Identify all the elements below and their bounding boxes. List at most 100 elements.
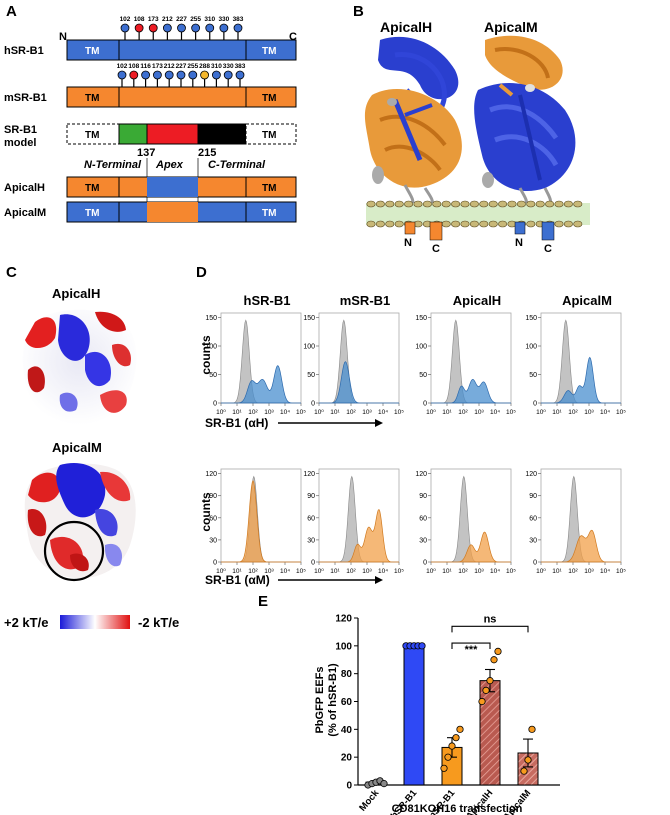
data-point (486, 677, 494, 685)
apicalm-apex (147, 202, 198, 222)
n-terminus-label: N (59, 31, 67, 43)
histogram-y-tick: 90 (307, 493, 315, 500)
bar-apicalh (479, 680, 501, 786)
glycosylation-site-label: 102 (117, 63, 128, 70)
data-point (444, 753, 452, 761)
histogram-y-tick: 100 (525, 344, 537, 351)
histogram-y-tick: 120 (415, 471, 427, 478)
histogram-x-tick: 10⁰ (426, 568, 436, 575)
histogram-x-tick: 10⁴ (490, 568, 500, 575)
data-point (478, 697, 486, 706)
row1-xlabel: SR-B1 (αH) (205, 416, 268, 430)
glycosylation-site-label: 212 (162, 16, 173, 23)
glycosylation-site-marker (148, 23, 158, 33)
glycosylation-site-label: 288 (199, 63, 210, 70)
y-axis-label: PbGFP EEFs (314, 666, 326, 733)
tm-label: TM (262, 130, 276, 141)
structure-c-label: C (432, 243, 440, 255)
glycosylation-site-label: 173 (152, 63, 163, 70)
histogram-y-tick: 90 (419, 493, 427, 500)
apicalh-tm-c (429, 221, 443, 241)
data-point (520, 767, 528, 775)
histogram-y-tick: 60 (307, 515, 315, 522)
histogram-y-tick: 150 (303, 315, 315, 322)
lipid-head (460, 220, 470, 228)
significance-bracket (451, 625, 529, 633)
histogram-x-tick: 10⁵ (506, 409, 516, 416)
apicalh-apex (147, 177, 198, 197)
histogram-x-tick: 10⁵ (616, 568, 626, 575)
lipid-head (554, 200, 564, 208)
glycosylation-site-label: 330 (223, 63, 234, 70)
glycosylation-site-marker (164, 70, 174, 80)
glycosylation-site-label: 383 (233, 16, 244, 23)
histogram-x-tick: 10⁵ (296, 568, 306, 575)
histogram-y-tick: 30 (307, 537, 315, 544)
histogram-y-tick: 150 (415, 315, 427, 322)
hsr-b1-bar (66, 39, 297, 61)
glycosylation-site-marker (205, 23, 215, 33)
histogram-y-tick: 0 (423, 401, 427, 408)
glycosylation-site-marker (117, 70, 127, 80)
panel-b: ApicalH ApicalM (364, 19, 590, 255)
lipid-head (563, 200, 573, 208)
data-point (524, 756, 532, 764)
histogram-x-tick: 10¹ (442, 568, 452, 575)
panel-label-d: D (196, 264, 207, 281)
histogram-y-tick: 0 (213, 560, 217, 567)
glycosylation-site-marker (120, 23, 130, 33)
glycosylation-site-label: 108 (128, 63, 139, 70)
glycosylation-site-marker (141, 70, 151, 80)
histogram-x-tick: 10² (346, 568, 356, 575)
histogram-title: mSR-B1 (340, 293, 391, 308)
data-point (452, 734, 460, 742)
histogram-y-tick: 120 (205, 471, 217, 478)
tm-label: TM (262, 183, 276, 194)
histogram-x-tick: 10¹ (552, 568, 562, 575)
tm-label: TM (85, 208, 99, 219)
model-tm-right (245, 123, 297, 145)
lipid-head (460, 200, 470, 208)
histogram-x-tick: 10³ (584, 409, 594, 416)
histogram-x-tick: 10² (346, 409, 356, 416)
lipid-head (488, 220, 498, 228)
histogram-x-tick: 10² (458, 409, 468, 416)
tm-label: TM (262, 93, 276, 104)
panel-label-a: A (6, 3, 17, 20)
panel-c: ApicalH ApicalM +2 kT/e (4, 286, 179, 630)
panel-e-bar-chart: 0 20 40 60 80 100 120 PbGFP EEFs (% of hSR-B1) Mo… (314, 613, 560, 815)
apicalm-tm-c (541, 221, 555, 241)
tm-label: TM (85, 93, 99, 104)
tm-label: TM (262, 46, 276, 57)
apicalm-tm-n (514, 221, 526, 235)
histogram-y-tick: 0 (311, 560, 315, 567)
histogram-title: ApicalM (562, 293, 612, 308)
structure-title-apicalh: ApicalH (380, 19, 432, 35)
histogram-x-tick: 10¹ (552, 409, 562, 416)
region-c-terminal: C-Terminal (208, 159, 266, 171)
histogram-x-tick: 10¹ (330, 568, 340, 575)
glycosylation-site-label: 212 (164, 63, 175, 70)
lipid-head (469, 200, 479, 208)
histogram-x-tick: 10² (568, 568, 578, 575)
lipid-head (573, 220, 583, 228)
histogram-y-tick: 60 (529, 515, 537, 522)
y-tick-label: 60 (341, 697, 353, 708)
lipid-head (479, 220, 489, 228)
histogram-y-tick: 90 (209, 493, 217, 500)
electrostatic-color-scale (60, 615, 130, 629)
lipid-head (441, 200, 451, 208)
lipid-head (554, 220, 564, 228)
msr-b1-bar (66, 86, 297, 108)
apicalm-ribbon-structure (474, 35, 576, 207)
histogram-y-tick: 100 (205, 344, 217, 351)
histogram-x-tick: 10¹ (330, 409, 340, 416)
glycosylation-site-marker (219, 23, 229, 33)
lipid-head (563, 220, 573, 228)
residue-137: 137 (137, 147, 155, 159)
sample-histogram (319, 361, 399, 404)
glycosylation-site-marker (134, 23, 144, 33)
histogram-x-tick: 10⁴ (280, 568, 290, 575)
lipid-head (366, 220, 376, 228)
